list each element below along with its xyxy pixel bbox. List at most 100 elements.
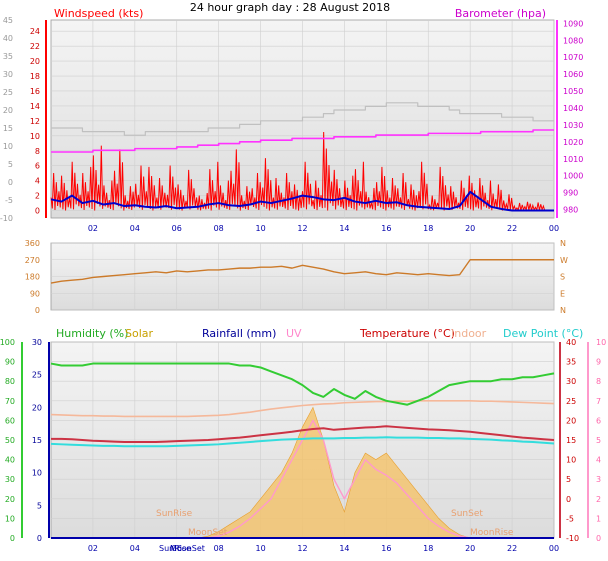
compass-tick: S [560,273,565,282]
wind-outer-tick: 30 [3,70,13,79]
wind-average-line [50,190,554,212]
x-tick-temp: 04 [130,544,140,553]
sunrise-annotation: SunRise [156,509,193,519]
wind-inner-tick: 22 [30,42,40,51]
x-tick-temp: 22 [507,544,517,553]
uv-tick: 1 [596,514,601,523]
uv-tick: 7 [596,397,601,406]
temp-tick: 40 [566,338,576,347]
humidity-legend: Humidity (%) [56,327,128,340]
x-tick-temp: 14 [339,544,349,553]
x-tick-temp: 10 [255,544,265,553]
dewpoint-line [50,436,555,448]
baro-tick: 1080 [563,36,583,45]
temp-tick: 35 [566,358,576,367]
uv-tick: 3 [596,475,601,484]
temperature-legend: Temperature (°C) [359,327,455,340]
x-tick-temp: 08 [214,544,224,553]
temperature-line [51,425,555,443]
temp-tick: 5 [566,475,571,484]
humidity-tick: 80 [5,377,15,386]
baro-tick: 980 [563,206,578,215]
x-tick-wind: 16 [381,224,391,233]
uv-legend: UV [286,327,302,340]
rain-tick: 20 [32,403,42,412]
wind-inner-tick: 4 [35,177,40,186]
baro-tick: 1040 [563,104,583,113]
uv-tick: 4 [596,456,601,465]
humidity-tick: 60 [5,416,15,425]
humidity-tick: 100 [0,338,15,347]
humidity-tick: 40 [5,456,15,465]
wind-inner-tick: 12 [30,117,40,126]
rain-tick: 15 [32,436,42,445]
x-tick-temp: 06 [172,544,182,553]
x-tick-wind: 12 [297,224,307,233]
baro-tick: 1000 [563,172,583,181]
x-tick-temp: 00 [549,544,559,553]
x-tick-temp: 02 [88,544,98,553]
x-tick-wind: 18 [423,224,433,233]
wind-outer-tick: -5 [5,196,13,205]
wind-inner-tick: 6 [35,162,40,171]
wind-outer-tick: 25 [3,88,13,97]
x-tick-wind: 04 [130,224,140,233]
wind-outer-tick: 15 [3,124,13,133]
moonset-annotation: MoonSet [188,528,228,538]
baro-tick: 1090 [563,19,583,28]
dir-tick: 90 [30,289,40,298]
wind-inner-tick: 16 [30,87,40,96]
barometer-legend: Barometer (hpa) [455,7,546,20]
humidity-tick: 70 [5,397,15,406]
baro-tick: 1010 [563,155,583,164]
graph-title: 24 hour graph day : 28 August 2018 [190,1,390,14]
indoor-legend: Indoor [451,327,487,340]
sunrise-axis-label: SunRise [159,544,191,553]
humidity-line [50,362,555,406]
indoor-line [50,400,555,418]
wind-inner-tick: 8 [35,147,40,156]
baro-tick: 1050 [563,87,583,96]
compass-tick: N [560,306,566,315]
humidity-tick: 30 [5,475,15,484]
rain-tick: 0 [37,534,42,543]
uv-tick: 5 [596,436,601,445]
uv-tick: 10 [596,338,606,347]
dewpoint-legend: Dew Point (°C) [503,327,583,340]
wind-outer-tick: 35 [3,52,13,61]
x-tick-wind: 20 [465,224,475,233]
rain-tick: 10 [32,469,42,478]
humidity-tick: 90 [5,358,15,367]
x-tick-temp: 12 [297,544,307,553]
rain-tick: 30 [32,338,42,347]
moonset-axis-label: MoonSet [170,544,205,553]
humidity-tick: 50 [5,436,15,445]
baro-tick: 1070 [563,53,583,62]
uv-tick: 2 [596,495,601,504]
x-tick-wind: 00 [549,224,559,233]
rain-tick: 5 [37,501,42,510]
humidity-tick: 10 [5,514,15,523]
x-tick-wind: 10 [255,224,265,233]
humidity-tick: 20 [5,495,15,504]
dir-tick: 0 [35,306,40,315]
solar-legend: Solar [125,327,154,340]
windspeed-line [50,131,554,212]
x-tick-wind: 08 [214,224,224,233]
temp-tick: -10 [566,534,579,543]
compass-tick: E [560,289,565,298]
temp-tick: -5 [566,514,574,523]
series-layer [50,102,555,539]
temp-tick: 0 [566,495,571,504]
barometer-line [51,129,554,153]
wind-inner-tick: 2 [35,192,40,201]
wind-outer-tick: 0 [8,178,13,187]
direction-line [50,259,554,284]
x-tick-wind: 02 [88,224,98,233]
windspeed-legend: Windspeed (kts) [54,7,143,20]
wind-outer-tick: 10 [3,142,13,151]
moonrise-annotation: MoonRise [470,528,514,538]
baro-tick: 990 [563,189,578,198]
wind-inner-tick: 14 [30,102,40,111]
